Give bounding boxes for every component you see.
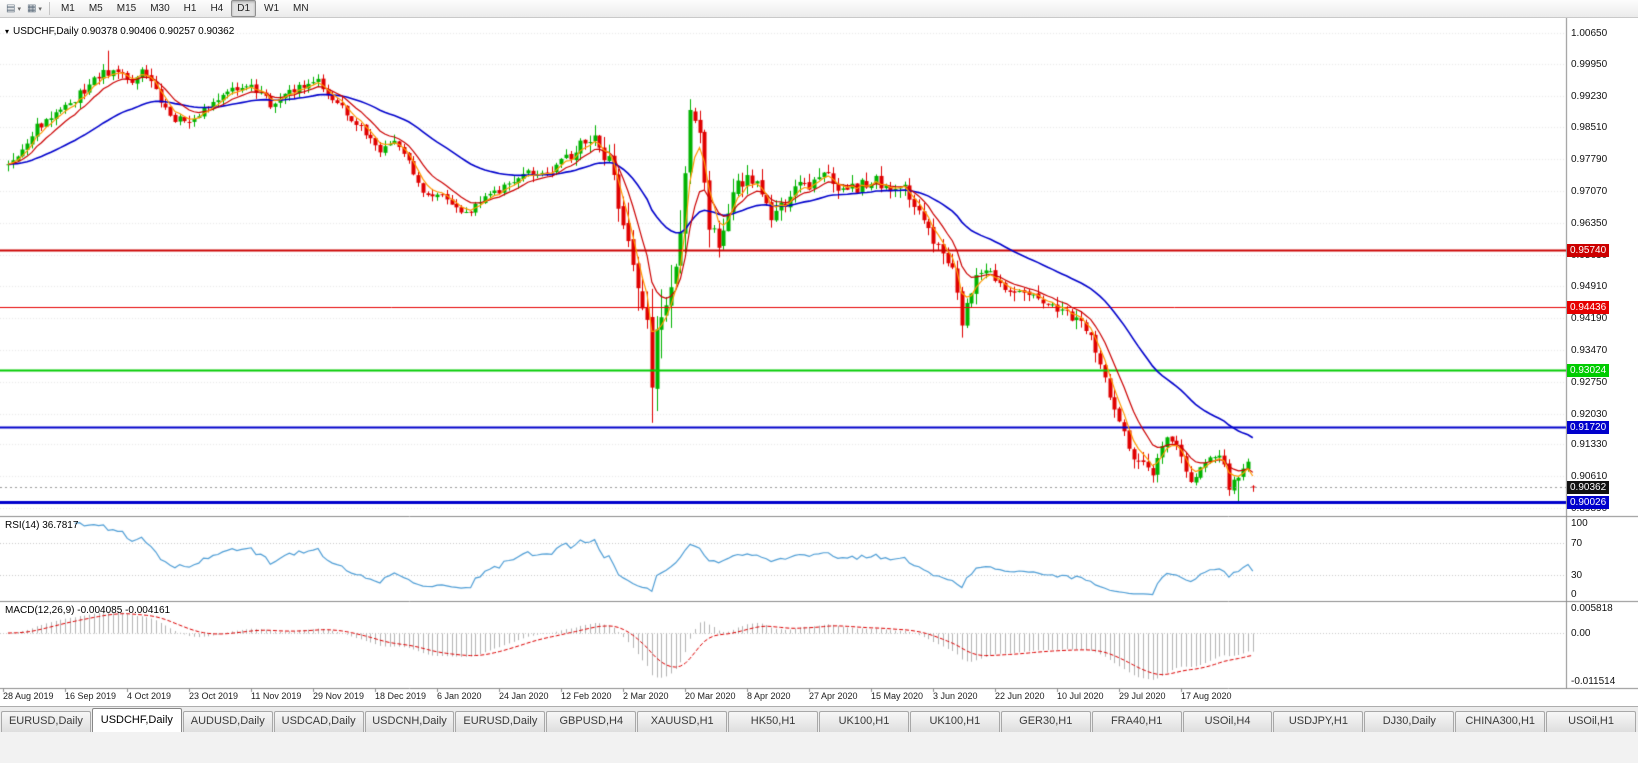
- price-axis-label: 0.93470: [1571, 344, 1608, 356]
- time-axis-label: 27 Apr 2020: [809, 691, 858, 701]
- timeframe-button-h4[interactable]: H4: [210, 3, 224, 14]
- time-axis-label: 12 Feb 2020: [561, 691, 612, 701]
- chart-tab-xauusd-h1[interactable]: XAUUSD,H1: [637, 711, 728, 732]
- price-level-label: 0.93024: [1567, 363, 1610, 377]
- toolbar-separator: [48, 2, 50, 15]
- chart-tab-usoil-h1[interactable]: USOil,H1: [1546, 711, 1637, 732]
- chart-tab-china300-h1[interactable]: CHINA300,H1: [1455, 711, 1546, 732]
- price-axis-label: 0.97070: [1571, 186, 1608, 198]
- chart-tab-audusd-daily[interactable]: AUDUSD,Daily: [182, 711, 273, 732]
- timeframe-button-m5[interactable]: M5: [88, 3, 103, 14]
- price-axis-label: 0.98510: [1571, 122, 1608, 134]
- time-axis-label: 22 Jun 2020: [995, 691, 1045, 701]
- price-level-label: 0.94436: [1567, 301, 1610, 315]
- chart-header-text: USDCHF,Daily 0.90378 0.90406 0.90257 0.9…: [13, 26, 235, 37]
- price-axis-label: 0.92030: [1571, 408, 1608, 420]
- chart-tab-usdjpy-h1[interactable]: USDJPY,H1: [1273, 711, 1364, 732]
- price-axis-label: 0.92750: [1571, 376, 1608, 388]
- dropdown-caret-icon: ▾: [17, 5, 21, 13]
- macd-indicator-label: MACD(12,26,9) -0.004085 -0.004161: [5, 605, 171, 616]
- price-level-label: 0.95740: [1567, 243, 1610, 257]
- time-axis-label: 16 Sep 2019: [65, 691, 117, 701]
- time-axis-label: 3 Jun 2020: [933, 691, 978, 701]
- price-axis-label: 0.99230: [1571, 90, 1608, 102]
- time-axis-label: 23 Oct 2019: [189, 691, 239, 701]
- time-axis-label: 24 Jan 2020: [499, 691, 549, 701]
- chart-tab-gbpusd-h4[interactable]: GBPUSD,H4: [546, 711, 637, 732]
- rsi-axis-label: 100: [1571, 518, 1588, 529]
- rsi-axis-label: 70: [1571, 538, 1583, 549]
- status-strip: [0, 732, 1638, 763]
- chart-tab-uk100-h1[interactable]: UK100,H1: [909, 711, 1000, 732]
- rsi-axis-label: 30: [1571, 570, 1583, 581]
- time-axis-label: 20 Mar 2020: [685, 691, 736, 701]
- toolbar-tools: ▤ ▾ ▦ ▾: [3, 1, 45, 16]
- macd-axis-label: 0.00: [1571, 628, 1591, 639]
- chart-tab-bar: EURUSD,Daily USDCHF,Daily AUDUSD,Daily USDC…: [0, 706, 1638, 732]
- chart-tab-usoil-h4[interactable]: USOil,H4: [1182, 711, 1273, 732]
- time-axis-label: 4 Oct 2019: [127, 691, 172, 701]
- time-axis-label: 29 Jul 2020: [1119, 691, 1166, 701]
- price-axis-label: 0.96350: [1571, 217, 1608, 229]
- time-axis-label: 17 Aug 2020: [1181, 691, 1232, 701]
- chart-shift-icon: ▤: [6, 3, 16, 14]
- chart-tab-dj30-daily[interactable]: DJ30,Daily: [1364, 711, 1455, 732]
- timeframe-button-d1[interactable]: D1: [231, 0, 257, 17]
- chart-tab-ger30-h1[interactable]: GER30,H1: [1000, 711, 1091, 732]
- timeframe-button-m1[interactable]: M1: [60, 3, 75, 14]
- price-axis-label: 0.90610: [1571, 471, 1608, 483]
- price-level-label: 0.91720: [1567, 421, 1610, 435]
- time-axis-label: 10 Jul 2020: [1057, 691, 1104, 701]
- chart-tab-usdcad-daily[interactable]: USDCAD,Daily: [273, 711, 364, 732]
- symbol-dropdown-icon[interactable]: ▾: [5, 27, 10, 36]
- timeframe-button-mn[interactable]: MN: [293, 3, 309, 14]
- time-axis-label: 8 Apr 2020: [747, 691, 791, 701]
- price-level-label: 0.90026: [1567, 495, 1610, 509]
- chart-tab-usdcnh-daily[interactable]: USDCNH,Daily: [364, 711, 455, 732]
- rsi-indicator-label: RSI(14) 36.7817: [5, 520, 79, 531]
- chart-mode-button[interactable]: ▦ ▾: [24, 1, 45, 16]
- price-axis-label: 0.99950: [1571, 58, 1608, 70]
- time-axis-label: 15 May 2020: [871, 691, 924, 701]
- chart-tab-uk100-h1[interactable]: UK100,H1: [819, 711, 909, 732]
- timeframe-button-w1[interactable]: W1: [264, 3, 280, 14]
- price-axis-label: 0.94190: [1571, 313, 1608, 325]
- chart-tab-hk50-h1[interactable]: HK50,H1: [728, 711, 819, 732]
- chart-tab-usdchf-daily[interactable]: USDCHF,Daily: [91, 708, 182, 732]
- price-axis-label: 0.91330: [1571, 439, 1608, 451]
- time-axis-label: 29 Nov 2019: [313, 691, 365, 701]
- current-price-label: 0.90362: [1567, 481, 1610, 495]
- timeframe-button-m30[interactable]: M30: [150, 3, 170, 14]
- price-axis-label: 1.00650: [1571, 28, 1608, 39]
- price-axis-label: 0.97790: [1571, 154, 1608, 166]
- chart-tab-eurusd-daily[interactable]: EURUSD,Daily: [1, 711, 91, 732]
- time-axis-label: 6 Jan 2020: [437, 691, 482, 701]
- macd-axis-label: -0.011514: [1571, 676, 1616, 687]
- chart-tab-eurusd-daily[interactable]: EURUSD,Daily: [455, 711, 546, 732]
- timeframe-toolbar: ▤ ▾ ▦ ▾ M1 M5 M15 M30 H1 H4 D1 W1 MN: [0, 0, 1638, 18]
- time-axis-label: 18 Dec 2019: [375, 691, 427, 701]
- timeframe-button-h1[interactable]: H1: [183, 3, 197, 14]
- chart-header: ▾ USDCHF,Daily 0.90378 0.90406 0.90257 0…: [5, 26, 234, 37]
- price-axis-label: 0.94910: [1571, 281, 1608, 293]
- timeframe-button-m15[interactable]: M15: [116, 3, 137, 14]
- dropdown-caret-icon: ▾: [38, 5, 42, 13]
- time-axis-label: 28 Aug 2019: [3, 691, 54, 701]
- time-axis-label: 2 Mar 2020: [623, 691, 669, 701]
- price-chart-canvas[interactable]: [0, 18, 1638, 706]
- chart-mode-icon: ▦: [26, 3, 37, 14]
- timeframe-bar: M1 M5 M15 M30 H1 H4 D1 W1 MN: [54, 0, 316, 17]
- rsi-axis-label: 0: [1571, 589, 1577, 600]
- macd-axis-label: 0.005818: [1571, 603, 1613, 614]
- time-axis-label: 11 Nov 2019: [251, 691, 302, 701]
- chart-shift-button[interactable]: ▤ ▾: [3, 1, 24, 16]
- chart-window: ▾ USDCHF,Daily 0.90378 0.90406 0.90257 0…: [0, 18, 1638, 706]
- chart-tab-fra40-h1[interactable]: FRA40,H1: [1091, 711, 1182, 732]
